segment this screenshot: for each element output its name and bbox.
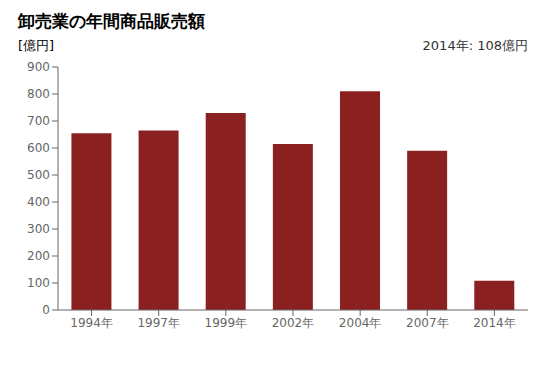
svg-text:2007年: 2007年 [406, 316, 449, 330]
svg-text:800: 800 [27, 87, 50, 101]
svg-text:2014年: 2014年 [473, 316, 516, 330]
svg-text:2002年: 2002年 [272, 316, 315, 330]
svg-text:100: 100 [27, 276, 50, 290]
svg-text:1999年: 1999年 [205, 316, 248, 330]
html-text:卸売業の年間商品販売額: 卸売業の年間商品販売額 [18, 11, 205, 31]
html-text:[億円]: [億円] [18, 38, 55, 53]
html-text:2014年: 108億円: 2014年: 108億円 [422, 38, 528, 53]
svg-text:400: 400 [27, 195, 50, 209]
svg-text:0: 0 [42, 303, 50, 317]
svg-text:900: 900 [27, 60, 50, 74]
svg-text:1994年: 1994年 [70, 316, 113, 330]
svg-text:500: 500 [27, 168, 50, 182]
svg-text:600: 600 [27, 141, 50, 155]
svg-text:2004年: 2004年 [339, 316, 382, 330]
svg-text:300: 300 [27, 222, 50, 236]
svg-text:1997年: 1997年 [137, 316, 180, 330]
svg-text:200: 200 [27, 249, 50, 263]
svg-text:700: 700 [27, 114, 50, 128]
